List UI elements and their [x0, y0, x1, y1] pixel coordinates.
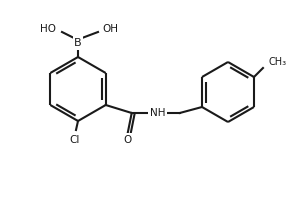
Text: OH: OH — [102, 24, 118, 34]
Text: Cl: Cl — [70, 135, 80, 145]
Text: O: O — [124, 135, 132, 145]
Text: CH₃: CH₃ — [269, 57, 287, 67]
Text: B: B — [74, 38, 82, 48]
Text: HO: HO — [40, 24, 56, 34]
Text: NH: NH — [150, 108, 165, 118]
